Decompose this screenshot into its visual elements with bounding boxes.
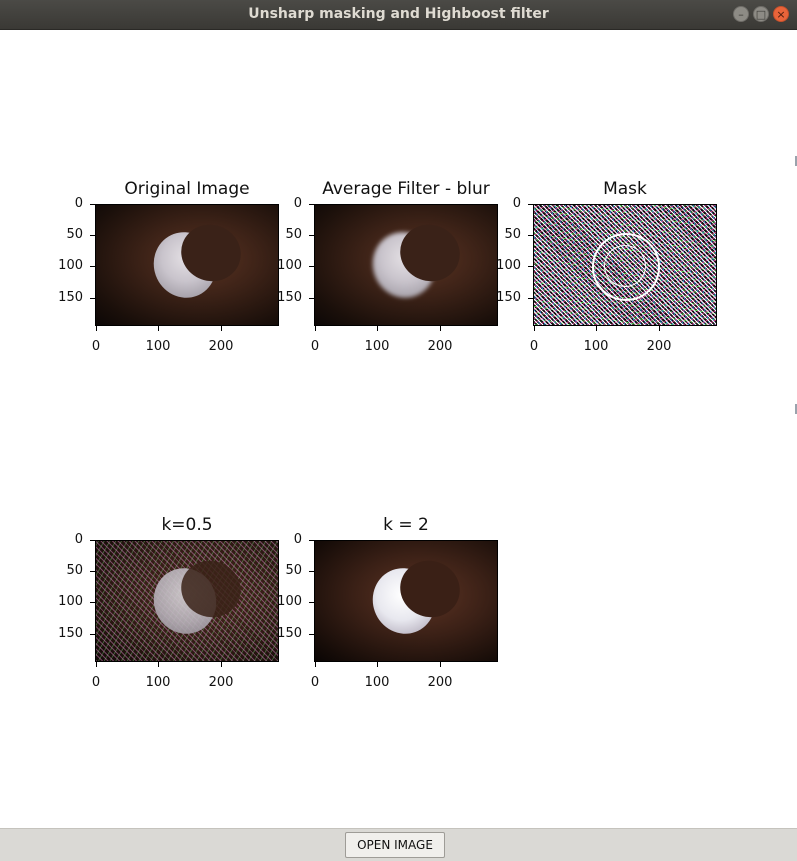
x-tick-mark (440, 662, 441, 667)
x-tick-mark (440, 326, 441, 331)
x-tick-label: 0 (310, 675, 320, 690)
y-tick-label: 100 (496, 258, 521, 273)
unsharp-k-0-5-image (95, 540, 279, 662)
y-tick-mark (309, 204, 314, 205)
x-tick-label: 100 (145, 339, 171, 354)
x-tick-mark (315, 662, 316, 667)
edge-marker (795, 156, 797, 166)
y-tick-mark (309, 634, 314, 635)
subplot-title: k = 2 (383, 515, 429, 535)
highboost-k-2-image (314, 540, 498, 662)
y-tick-label: 0 (293, 532, 302, 547)
y-tick-mark (528, 235, 533, 236)
y-tick-label: 50 (504, 227, 521, 242)
y-tick-mark (309, 235, 314, 236)
x-tick-mark (158, 662, 159, 667)
x-tick-mark (659, 326, 660, 331)
x-tick-label: 0 (91, 339, 101, 354)
button-bar: OPEN IMAGE (0, 828, 797, 861)
x-tick-label: 200 (208, 339, 234, 354)
window-title: Unsharp masking and Highboost filter (248, 6, 549, 22)
y-tick-mark (90, 571, 95, 572)
y-tick-label: 150 (496, 290, 521, 305)
x-tick-label: 0 (310, 339, 320, 354)
y-tick-label: 150 (277, 290, 302, 305)
y-tick-mark (90, 634, 95, 635)
y-tick-label: 100 (58, 258, 83, 273)
y-tick-label: 50 (285, 563, 302, 578)
y-tick-mark (90, 602, 95, 603)
y-tick-label: 50 (285, 227, 302, 242)
edge-marker (795, 404, 797, 414)
x-tick-label: 100 (364, 339, 390, 354)
x-tick-mark (596, 326, 597, 331)
y-tick-mark (528, 266, 533, 267)
x-tick-label: 100 (145, 675, 171, 690)
x-tick-mark (158, 326, 159, 331)
x-tick-mark (96, 662, 97, 667)
y-tick-label: 150 (58, 290, 83, 305)
y-tick-mark (90, 204, 95, 205)
x-tick-mark (221, 662, 222, 667)
subplot-title: Mask (603, 179, 647, 199)
y-tick-mark (528, 204, 533, 205)
x-tick-mark (377, 326, 378, 331)
x-tick-label: 0 (529, 339, 539, 354)
y-tick-label: 100 (277, 594, 302, 609)
y-tick-label: 100 (277, 258, 302, 273)
y-tick-label: 100 (58, 594, 83, 609)
subplot-title: Original Image (124, 179, 250, 199)
y-tick-label: 0 (74, 196, 83, 211)
open-image-button[interactable]: OPEN IMAGE (345, 832, 445, 858)
x-tick-label: 100 (364, 675, 390, 690)
x-tick-mark (534, 326, 535, 331)
y-tick-mark (309, 571, 314, 572)
original-image (95, 204, 279, 326)
close-icon[interactable]: × (773, 6, 789, 22)
y-tick-mark (309, 266, 314, 267)
x-tick-mark (221, 326, 222, 331)
subplot-title: k=0.5 (161, 515, 213, 535)
x-tick-label: 100 (583, 339, 609, 354)
x-tick-label: 200 (646, 339, 672, 354)
y-tick-mark (90, 540, 95, 541)
y-tick-mark (309, 602, 314, 603)
y-tick-label: 50 (66, 227, 83, 242)
y-tick-mark (528, 298, 533, 299)
subplot-title: Average Filter - blur (322, 179, 490, 199)
y-tick-mark (309, 540, 314, 541)
figure-canvas: Original Image 0 50 100 150 0 100 200 Av… (0, 30, 797, 828)
y-tick-label: 150 (277, 626, 302, 641)
y-tick-mark (90, 298, 95, 299)
y-tick-label: 0 (74, 532, 83, 547)
x-tick-label: 200 (427, 675, 453, 690)
x-tick-mark (377, 662, 378, 667)
minimize-icon[interactable]: – (733, 6, 749, 22)
mask-image (533, 204, 717, 326)
x-tick-mark (96, 326, 97, 331)
y-tick-label: 0 (293, 196, 302, 211)
maximize-icon[interactable]: □ (753, 6, 769, 22)
y-tick-mark (90, 266, 95, 267)
window-titlebar: – □ × Unsharp masking and Highboost filt… (0, 0, 797, 30)
x-tick-label: 200 (427, 339, 453, 354)
y-tick-mark (90, 235, 95, 236)
y-tick-label: 150 (58, 626, 83, 641)
y-tick-mark (309, 298, 314, 299)
x-tick-mark (315, 326, 316, 331)
x-tick-label: 200 (208, 675, 234, 690)
x-tick-label: 0 (91, 675, 101, 690)
y-tick-label: 50 (66, 563, 83, 578)
blurred-image (314, 204, 498, 326)
y-tick-label: 0 (512, 196, 521, 211)
